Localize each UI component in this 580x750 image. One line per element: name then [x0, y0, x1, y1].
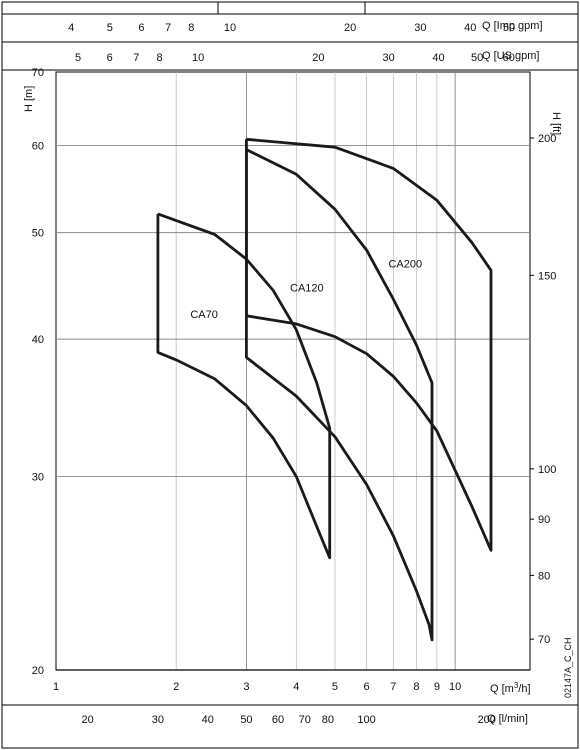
y-tick-label-ft: 200 [538, 133, 556, 145]
x-tick-label-m3h: 1 [53, 681, 59, 693]
x-tick-label-m3h: 9 [434, 681, 440, 693]
top-axis-imp-gpm-title: Q [Imp gpm] [482, 20, 543, 32]
y-tick-label-m: 50 [32, 228, 44, 240]
x-tick-label-imp-gpm: 30 [414, 22, 426, 34]
curve-label-ca200: CA200 [388, 258, 422, 270]
x-tick-label-imp-gpm: 50 [503, 22, 515, 34]
x-tick-label-us-gpm: 10 [192, 52, 204, 64]
x-axis-title-m3h: Q [m3/h] [490, 681, 531, 695]
x-tick-label-lmin: 200 [478, 714, 496, 726]
y-tick-label-m: 20 [32, 665, 44, 677]
curve-ca70 [156, 212, 332, 560]
x-tick-label-imp-gpm: 5 [107, 22, 113, 34]
x-tick-label-lmin: 70 [299, 714, 311, 726]
x-tick-label-us-gpm: 6 [107, 52, 113, 64]
x-tick-label-us-gpm: 5 [75, 52, 81, 64]
x-tick-label-lmin: 40 [202, 714, 214, 726]
curve-label-ca70: CA70 [190, 309, 218, 321]
x-tick-label-imp-gpm: 20 [344, 22, 356, 34]
x-tick-label-m3h: 6 [364, 681, 370, 693]
x-tick-label-lmin: 30 [152, 714, 164, 726]
y-tick-label-ft: 100 [538, 464, 556, 476]
x-tick-label-lmin: 50 [240, 714, 252, 726]
y-tick-label-ft: 80 [538, 570, 550, 582]
y-axis-title-left: H [m] [23, 86, 35, 112]
y-tick-label-m: 40 [32, 334, 44, 346]
x-tick-label-imp-gpm: 4 [68, 22, 74, 34]
x-tick-label-m3h: 3 [243, 681, 249, 693]
curve-ca120 [245, 148, 434, 642]
x-tick-label-us-gpm: 20 [312, 52, 324, 64]
tick-labels: 1 2 3 4 5 6 7 8 9 10 20 30 40 50 60 70 70 80 90 100 150 200 20… [32, 22, 557, 726]
x-tick-label-imp-gpm: 10 [224, 22, 236, 34]
x-tick-label-m3h: 4 [293, 681, 299, 693]
figure-code: 02147A_C_CH [563, 637, 573, 698]
x-tick-label-m3h: 8 [413, 681, 419, 693]
x-tick-label-us-gpm: 60 [503, 52, 515, 64]
curve-ca200 [245, 137, 493, 552]
top-axis-us-gpm-title: Q [US gpm] [482, 50, 539, 62]
x-tick-label-lmin: 20 [81, 714, 93, 726]
x-tick-label-us-gpm: 40 [432, 52, 444, 64]
pump-curves: CA70 CA120 CA200 [156, 137, 493, 642]
grid-lines [56, 72, 534, 671]
x-tick-label-imp-gpm: 8 [188, 22, 194, 34]
x-tick-label-m3h: 7 [390, 681, 396, 693]
x-tick-label-lmin: 100 [357, 714, 375, 726]
y-tick-label-m: 60 [32, 141, 44, 153]
x-tick-label-m3h: 10 [449, 681, 461, 693]
x-tick-label-imp-gpm: 6 [138, 22, 144, 34]
x-tick-label-m3h: 5 [332, 681, 338, 693]
x-tick-label-us-gpm: 30 [383, 52, 395, 64]
curve-label-ca120: CA120 [290, 282, 324, 294]
x-tick-label-us-gpm: 50 [471, 52, 483, 64]
x-tick-label-us-gpm: 7 [133, 52, 139, 64]
x-axis-title-lmin: Q [l/min] [487, 713, 528, 725]
y-tick-label-ft: 150 [538, 270, 556, 282]
y-tick-label-m: 70 [32, 67, 44, 79]
x-tick-label-lmin: 60 [272, 714, 284, 726]
x-tick-label-lmin: 80 [322, 714, 334, 726]
x-tick-label-imp-gpm: 40 [464, 22, 476, 34]
y-axis-title-right: H [ft] [550, 112, 562, 135]
x-tick-label-us-gpm: 8 [156, 52, 162, 64]
y-tick-label-ft: 90 [538, 514, 550, 526]
x-tick-label-m3h: 2 [173, 681, 179, 693]
y-tick-label-ft: 70 [538, 634, 550, 646]
x-tick-label-imp-gpm: 7 [165, 22, 171, 34]
y-tick-label-m: 30 [32, 471, 44, 483]
